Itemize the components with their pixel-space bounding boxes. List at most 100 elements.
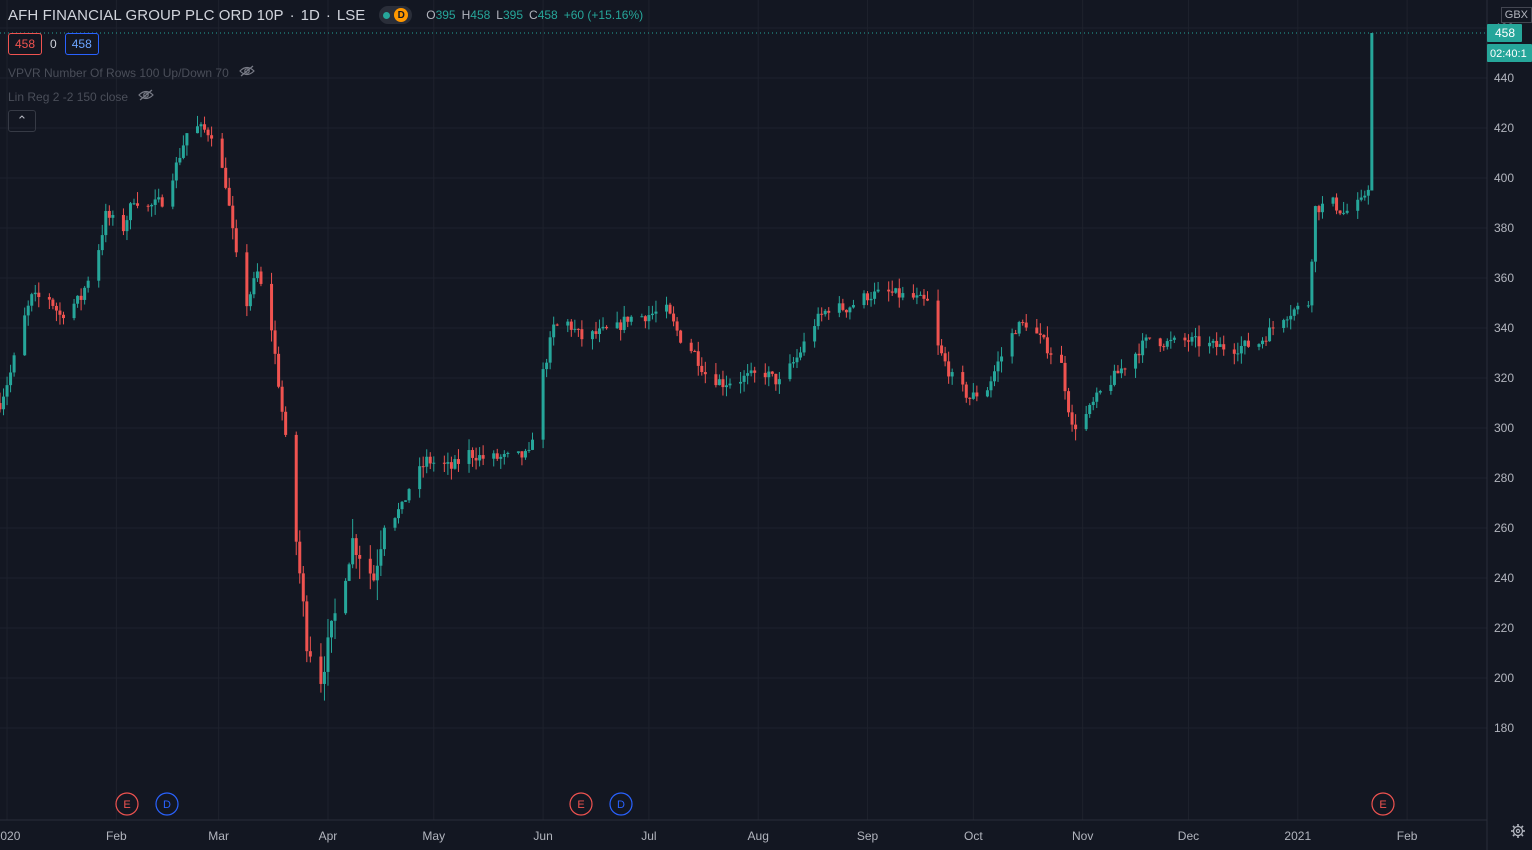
candle-body (523, 450, 527, 458)
candle (961, 365, 965, 392)
candle (210, 126, 214, 147)
candle-body (770, 371, 774, 374)
time-tick-label: Aug (748, 829, 769, 843)
candle (72, 298, 76, 321)
candle-body (298, 541, 302, 574)
candle (964, 381, 968, 403)
candle-body (51, 299, 55, 306)
candle (259, 266, 263, 287)
collapse-legend-button[interactable]: ⌃ (8, 110, 36, 132)
candle-body (777, 379, 781, 385)
candle (379, 530, 383, 577)
candle-body (206, 129, 210, 136)
candle (1084, 405, 1088, 431)
candle (404, 500, 408, 502)
candle-body (1169, 339, 1173, 342)
earnings-event-marker[interactable]: E (1371, 792, 1395, 816)
candle-body (26, 305, 30, 316)
candle-body (837, 303, 841, 313)
candle (848, 306, 852, 320)
candle (33, 284, 37, 302)
candle (425, 449, 429, 474)
candle-body (1172, 337, 1176, 340)
candle (146, 204, 150, 212)
open-value: 395 (435, 8, 456, 22)
price-tick-label: 220 (1494, 621, 1514, 635)
candle (922, 289, 926, 306)
candle (576, 328, 580, 337)
exchange-label: LSE (336, 6, 366, 24)
candle (506, 451, 510, 458)
candle (47, 293, 51, 310)
sell-price-button[interactable]: 458 (8, 33, 43, 55)
buy-price-button[interactable]: 458 (64, 33, 99, 55)
candle-body (615, 322, 619, 329)
candle-body (153, 199, 157, 205)
candle (675, 317, 679, 337)
candle (12, 352, 16, 377)
candle-body (1112, 370, 1116, 385)
candle (375, 549, 379, 601)
candle (1331, 196, 1335, 207)
symbol-name[interactable]: AFH FINANCIAL GROUP PLC ORD 10P (8, 6, 284, 24)
candle-body (1338, 210, 1342, 214)
hidden-eye-icon[interactable] (238, 65, 255, 80)
candle (598, 319, 602, 343)
candle-body (1331, 197, 1335, 204)
dividend-event-marker[interactable]: D (609, 792, 633, 816)
candle (1335, 193, 1339, 215)
gear-icon[interactable] (1510, 823, 1526, 844)
candle (329, 620, 333, 653)
time-tick-label: Jun (533, 829, 552, 843)
candle-body (594, 331, 598, 334)
candle-body (1123, 368, 1127, 370)
earnings-event-marker[interactable]: E (569, 792, 593, 816)
candle (1317, 204, 1321, 221)
candle-body (1236, 353, 1240, 355)
candle-body (1335, 197, 1339, 211)
candle-body (774, 373, 778, 385)
candle-body (566, 321, 570, 326)
candle (351, 518, 355, 569)
candle-body (823, 310, 827, 315)
market-status-pill[interactable]: D (379, 6, 413, 24)
indicator-vpvr[interactable]: VPVR Number Of Rows 100 Up/Down 70 (8, 65, 255, 80)
candle (344, 578, 348, 615)
hidden-eye-icon[interactable] (138, 89, 154, 104)
candle (915, 287, 919, 305)
event-letter: E (577, 799, 584, 811)
candle (629, 315, 633, 326)
candle-body (5, 385, 9, 397)
candle (280, 380, 284, 421)
indicator-linreg[interactable]: Lin Reg 2 -2 150 close (8, 89, 154, 104)
candle (643, 315, 647, 329)
candle-last (1370, 33, 1374, 191)
price-tick-label: 420 (1494, 121, 1514, 135)
candle (816, 307, 820, 330)
interval-label[interactable]: 1D (300, 6, 320, 24)
candle-body (1320, 203, 1324, 213)
candle (668, 302, 672, 315)
candle-body (471, 450, 475, 458)
candle (1239, 336, 1243, 364)
candle-body (689, 342, 693, 352)
candle (1169, 331, 1173, 349)
candle-body (767, 371, 771, 378)
candle-body (467, 450, 471, 464)
currency-label[interactable]: GBX (1500, 7, 1532, 23)
candle (1208, 336, 1212, 354)
candle (474, 447, 478, 470)
earnings-event-marker[interactable]: E (115, 792, 139, 816)
candle-body (121, 215, 125, 232)
dividend-event-marker[interactable]: D (155, 792, 179, 816)
candle (1172, 335, 1176, 344)
candle-body (1243, 340, 1247, 346)
candle (841, 298, 845, 312)
candle-body (1059, 354, 1063, 363)
candle-body (160, 197, 164, 207)
candle-body (848, 307, 852, 313)
time-tick-label: Feb (106, 829, 127, 843)
candle (894, 287, 898, 294)
candle (203, 116, 207, 133)
